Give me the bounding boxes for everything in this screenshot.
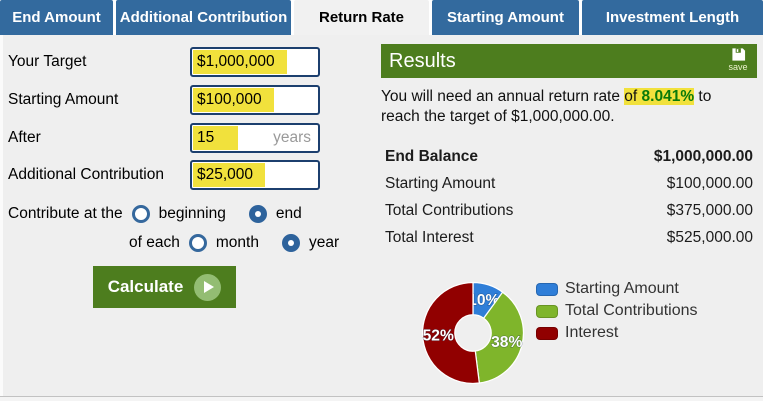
total-interest-label: Total Interest bbox=[385, 228, 474, 246]
save-label: save bbox=[728, 62, 748, 72]
target-label: Your Target bbox=[8, 53, 87, 70]
results-table: End Balance $1,000,000.00 Starting Amoun… bbox=[383, 143, 755, 251]
target-input[interactable]: $1,000,000 bbox=[190, 47, 320, 77]
additional-contribution-input[interactable]: $25,000 bbox=[190, 160, 320, 190]
sentence-pre: You will need an annual return rate bbox=[381, 88, 625, 105]
sentence-of: of bbox=[624, 88, 642, 105]
play-icon bbox=[194, 273, 222, 301]
tab-return-rate[interactable]: Return Rate bbox=[294, 0, 429, 35]
results-title: Results bbox=[389, 50, 456, 72]
sentence-highlight: of 8.041% bbox=[624, 88, 695, 105]
legend-swatch bbox=[536, 326, 558, 340]
legend-label: Total Contributions bbox=[565, 302, 698, 319]
allocation-pie-chart: 10% 38% 52% bbox=[421, 281, 525, 385]
tab-bar: End Amount Additional Contribution Retur… bbox=[0, 0, 763, 35]
legend-item-total-contributions[interactable]: Total Contributions bbox=[536, 300, 698, 322]
additional-contribution-value: $25,000 bbox=[193, 163, 266, 187]
end-balance-label: End Balance bbox=[385, 147, 479, 165]
results-header-bar: Results save bbox=[381, 44, 757, 78]
beginning-label[interactable]: beginning bbox=[158, 205, 226, 222]
end-balance-value: $1,000,000.00 bbox=[653, 147, 753, 165]
table-row-end-balance: End Balance $1,000,000.00 bbox=[383, 143, 755, 170]
pie-slice-label: 38% bbox=[491, 334, 522, 351]
legend-label: Starting Amount bbox=[565, 280, 679, 297]
legend-swatch bbox=[536, 304, 558, 318]
return-rate-value: 8.041% bbox=[641, 88, 695, 105]
tab-starting-amount[interactable]: Starting Amount bbox=[432, 0, 579, 35]
month-label[interactable]: month bbox=[215, 234, 259, 251]
starting-amount-input[interactable]: $100,000 bbox=[190, 85, 320, 115]
tab-investment-length[interactable]: Investment Length bbox=[582, 0, 763, 35]
legend-item-starting-amount[interactable]: Starting Amount bbox=[536, 278, 698, 300]
starting-amount-row-label: Starting Amount bbox=[385, 174, 496, 192]
of-each-label: of each bbox=[129, 234, 180, 251]
pie-slice-interest[interactable] bbox=[422, 281, 481, 385]
contribute-at-the-label: Contribute at the bbox=[8, 205, 123, 222]
save-button[interactable]: save bbox=[722, 47, 754, 72]
after-unit-label: years bbox=[273, 129, 311, 146]
save-icon bbox=[731, 48, 745, 61]
end-label[interactable]: end bbox=[275, 205, 302, 222]
bottom-margin bbox=[0, 397, 763, 401]
table-row-total-interest: Total Interest $525,000.00 bbox=[383, 224, 755, 251]
tab-end-amount[interactable]: End Amount bbox=[0, 0, 113, 35]
additional-contribution-label: Additional Contribution bbox=[8, 166, 164, 183]
calculate-button[interactable]: Calculate bbox=[93, 266, 236, 308]
sentence-post: to reach the target of $1,000,000.00. bbox=[381, 88, 712, 125]
legend-label: Interest bbox=[565, 324, 619, 341]
contribute-frequency-row: of each month year bbox=[129, 234, 339, 252]
table-row-total-contributions: Total Contributions $375,000.00 bbox=[383, 197, 755, 224]
starting-amount-value: $100,000 bbox=[193, 88, 274, 112]
after-value: 15 bbox=[193, 126, 239, 150]
starting-amount-row-value: $100,000.00 bbox=[666, 174, 753, 192]
chart-legend: Starting Amount Total Contributions Intere… bbox=[536, 278, 698, 344]
pie-slice-label: 52% bbox=[423, 327, 454, 344]
legend-item-interest[interactable]: Interest bbox=[536, 322, 698, 344]
calculate-label: Calculate bbox=[107, 277, 184, 296]
starting-amount-label: Starting Amount bbox=[8, 91, 119, 108]
radio-month[interactable] bbox=[188, 234, 207, 252]
legend-swatch bbox=[536, 282, 558, 296]
after-label: After bbox=[8, 129, 41, 146]
results-sentence: You will need an annual return rate of 8… bbox=[381, 87, 753, 126]
total-contributions-label: Total Contributions bbox=[385, 201, 514, 219]
total-contributions-value: $375,000.00 bbox=[666, 201, 753, 219]
target-value: $1,000,000 bbox=[193, 50, 287, 74]
total-interest-value: $525,000.00 bbox=[666, 228, 753, 246]
form-row-additional-contribution: Additional Contribution $25,000 bbox=[0, 160, 380, 190]
radio-end[interactable] bbox=[248, 205, 267, 223]
contribute-timing-row: Contribute at the beginning end bbox=[8, 205, 302, 223]
form-row-after: After 15 years bbox=[0, 123, 380, 153]
tab-additional-contribution[interactable]: Additional Contribution bbox=[116, 0, 291, 35]
pie-slice-total-contributions[interactable] bbox=[474, 291, 525, 384]
table-row-starting-amount: Starting Amount $100,000.00 bbox=[383, 170, 755, 197]
radio-beginning[interactable] bbox=[131, 205, 150, 223]
bottom-divider bbox=[0, 396, 763, 397]
form-row-starting-amount: Starting Amount $100,000 bbox=[0, 85, 380, 115]
after-input[interactable]: 15 years bbox=[190, 123, 320, 153]
radio-year[interactable] bbox=[281, 234, 300, 252]
left-edge-strip bbox=[0, 35, 3, 396]
pie-slice-label: 10% bbox=[468, 292, 499, 309]
year-label[interactable]: year bbox=[308, 234, 340, 251]
form-row-target: Your Target $1,000,000 bbox=[0, 47, 380, 77]
